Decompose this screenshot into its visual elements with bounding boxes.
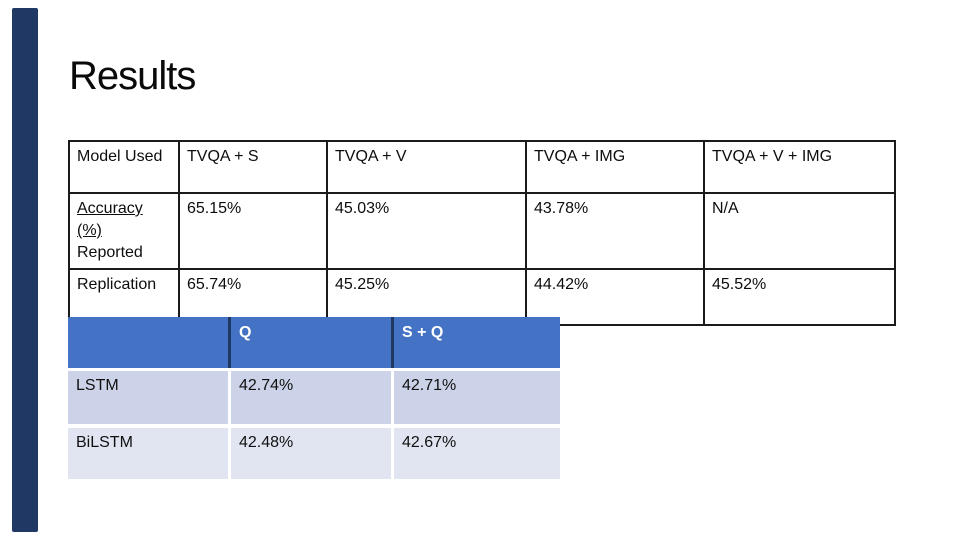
header-cell-tvqa-s: TVQA + S — [178, 140, 328, 194]
header-cell-tvqa-v-img: TVQA + V + IMG — [703, 140, 896, 194]
table-row-accuracy: Accuracy (%) Reported 65.15% 45.03% 43.7… — [68, 192, 896, 270]
data-cell: 45.52% — [703, 268, 896, 326]
data-cell: 42.67% — [394, 428, 560, 479]
row-label-cell-bilstm: BiLSTM — [68, 428, 228, 479]
table-row-lstm: LSTM 42.74% 42.71% — [68, 371, 560, 424]
data-cell: 65.15% — [178, 192, 328, 270]
accuracy-label-line1: Accuracy — [77, 200, 143, 217]
results-table-tvqa: Model Used TVQA + S TVQA + V TVQA + IMG … — [68, 140, 896, 326]
header-cell-model-used: Model Used — [68, 140, 180, 194]
left-accent-bar — [12, 8, 38, 532]
table-row-replication: Replication 65.74% 45.25% 44.42% 45.52% — [68, 268, 896, 326]
slide-title: Results — [69, 54, 196, 98]
accuracy-label-line3: Reported — [77, 244, 143, 261]
data-cell: 45.03% — [326, 192, 527, 270]
header-cell-tvqa-v: TVQA + V — [326, 140, 527, 194]
row-label-cell-lstm: LSTM — [68, 371, 228, 424]
header-cell-s-q: S + Q — [394, 317, 560, 368]
table2-header-row: Q S + Q — [68, 317, 560, 368]
table-row-bilstm: BiLSTM 42.48% 42.67% — [68, 428, 560, 479]
header-cell-q: Q — [231, 317, 391, 368]
row-label-cell-replication: Replication — [68, 268, 180, 326]
data-cell: 44.42% — [525, 268, 705, 326]
data-cell: N/A — [703, 192, 896, 270]
results-table-lstm: Q S + Q LSTM 42.74% 42.71% BiLSTM 42.48%… — [68, 317, 560, 479]
accuracy-label-line2: (%) — [77, 222, 102, 239]
data-cell: 42.71% — [394, 371, 560, 424]
table-row-header: Model Used TVQA + S TVQA + V TVQA + IMG … — [68, 140, 896, 194]
row-label-cell-accuracy: Accuracy (%) Reported — [68, 192, 180, 270]
data-cell: 65.74% — [178, 268, 328, 326]
data-cell: 43.78% — [525, 192, 705, 270]
data-cell: 42.74% — [231, 371, 391, 424]
header-cell-tvqa-img: TVQA + IMG — [525, 140, 705, 194]
data-cell: 42.48% — [231, 428, 391, 479]
header-cell-empty — [68, 317, 228, 368]
